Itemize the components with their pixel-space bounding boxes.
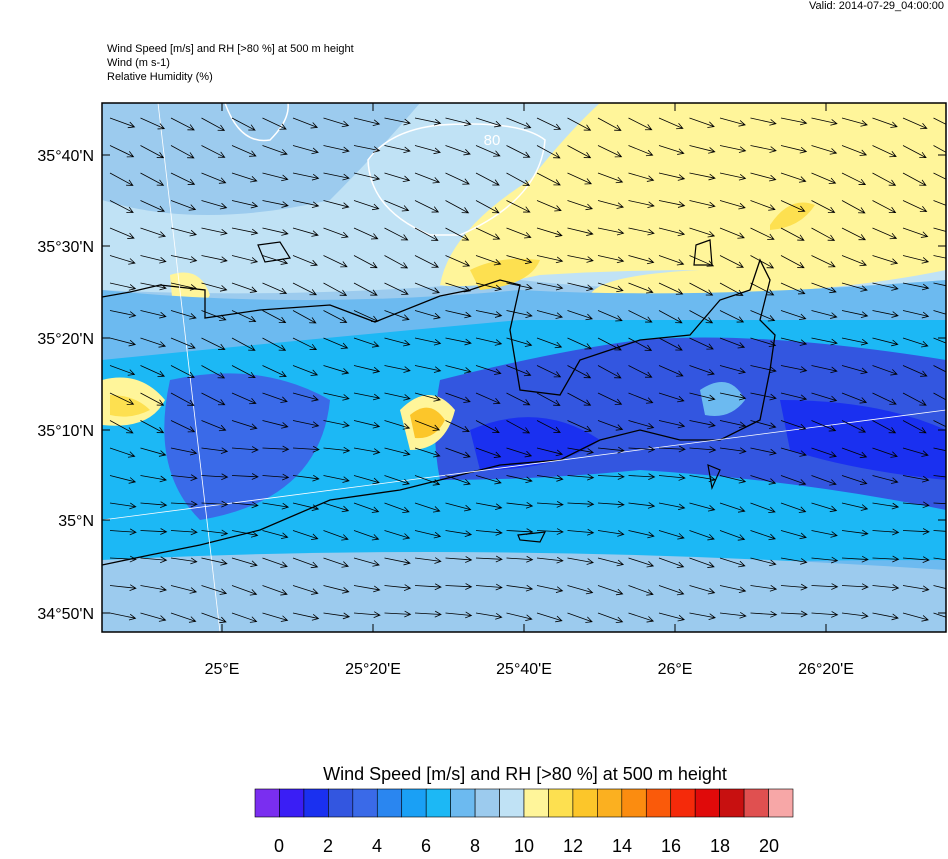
colorbar-swatch [524, 789, 548, 817]
lat-label: 35°N [58, 513, 94, 530]
colorbar-swatch [377, 789, 401, 817]
colorbar-swatch [279, 789, 303, 817]
colorbar-swatch [353, 789, 377, 817]
colorbar-swatch [671, 789, 695, 817]
contour-label: 80 [484, 132, 501, 149]
colorbar-swatch [255, 789, 279, 817]
header-line: Relative Humidity (%) [107, 71, 213, 83]
lat-label: 35°20'N [37, 331, 94, 348]
colorbar-swatch [328, 789, 352, 817]
colorbar-swatch [475, 789, 499, 817]
colorbar-swatch [695, 789, 719, 817]
colorbar-swatch [622, 789, 646, 817]
colorbar-swatch [451, 789, 475, 817]
lat-label: 35°30'N [37, 239, 94, 256]
colorbar-swatch [402, 789, 426, 817]
colorbar-tick-label: 14 [612, 836, 632, 854]
colorbar-tick-label: 16 [661, 836, 681, 854]
colorbar-tick-label: 4 [372, 836, 382, 854]
lon-label: 26°E [658, 661, 693, 678]
lon-label: 25°E [205, 661, 240, 678]
lat-label: 34°50'N [37, 606, 94, 623]
colorbar-swatch [426, 789, 450, 817]
colorbar-tick-label: 2 [323, 836, 333, 854]
colorbar-swatch [646, 789, 670, 817]
colorbar-swatch [500, 789, 524, 817]
colorbar-swatch [573, 789, 597, 817]
header-line: Wind (m s-1) [107, 57, 170, 69]
colorbar-tick-label: 8 [470, 836, 480, 854]
colorbar-swatch [744, 789, 768, 817]
colorbar-tick-label: 6 [421, 836, 431, 854]
lon-label: 26°20'E [798, 661, 854, 678]
map-field: 80 [102, 103, 948, 632]
colorbar-tick-label: 0 [274, 836, 284, 854]
colorbar-tick-label: 12 [563, 836, 583, 854]
colorbar-swatch [548, 789, 572, 817]
lon-label: 25°40'E [496, 661, 552, 678]
valid-time: Valid: 2014-07-29_04:00:00 [809, 0, 944, 12]
colorbar-swatch [720, 789, 744, 817]
colorbar-swatch [597, 789, 621, 817]
colorbar: 0 2 4 6 8 10 12 14 16 18 20 [255, 789, 793, 854]
header-line: Wind Speed [m/s] and RH [>80 %] at 500 m… [107, 43, 354, 55]
lon-label: 25°20'E [345, 661, 401, 678]
colorbar-swatch [304, 789, 328, 817]
colorbar-tick-label: 18 [710, 836, 730, 854]
lat-label: 35°10'N [37, 423, 94, 440]
colorbar-title: Wind Speed [m/s] and RH [>80 %] at 500 m… [323, 764, 727, 784]
colorbar-tick-label: 10 [514, 836, 534, 854]
colorbar-swatch [769, 789, 793, 817]
lat-label: 35°40'N [37, 148, 94, 165]
colorbar-tick-label: 20 [759, 836, 779, 854]
